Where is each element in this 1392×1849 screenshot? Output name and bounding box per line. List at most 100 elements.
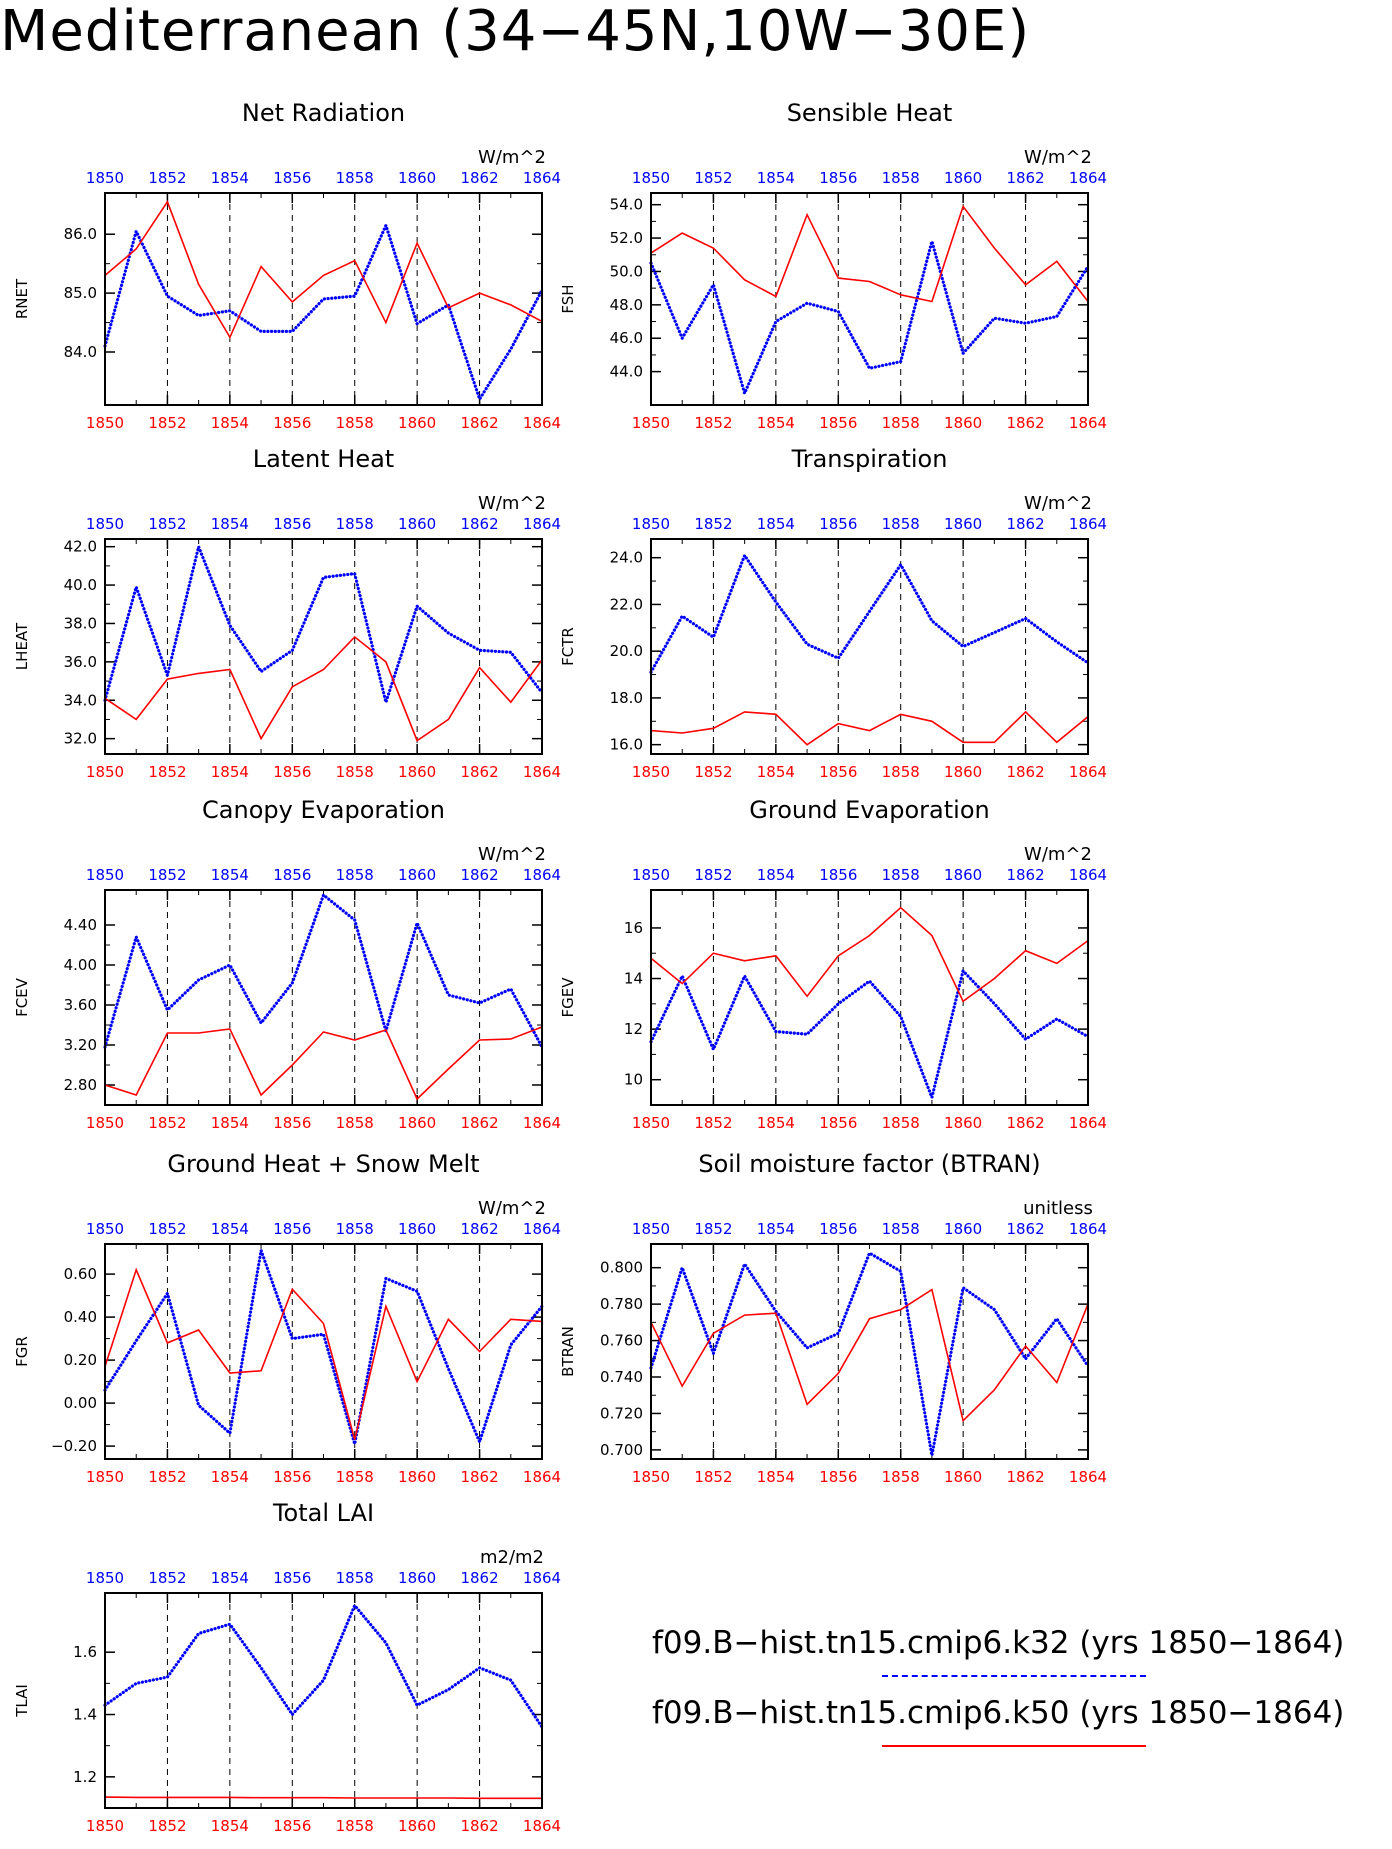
- x-tick-label-top: 1856: [819, 1220, 857, 1238]
- x-tick-label-top: 1858: [882, 169, 920, 187]
- chart-title: Latent Heat: [253, 445, 394, 473]
- units-label: m2/m2: [480, 1547, 544, 1568]
- legend-entry-k32: f09.B−hist.tn15.cmip6.k32 (yrs 1850−1864…: [650, 1625, 1390, 1685]
- x-tick-label-top: 1850: [86, 515, 124, 533]
- x-tick-label-bottom: 1864: [1069, 763, 1107, 781]
- y-tick-label: 18.0: [610, 689, 643, 707]
- x-tick-label-top: 1862: [1006, 866, 1044, 884]
- x-tick-label-top: 1852: [148, 169, 186, 187]
- y-tick-label: 86.0: [64, 225, 97, 243]
- x-tick-label-bottom: 1858: [882, 763, 920, 781]
- x-tick-label-bottom: 1860: [398, 1114, 436, 1132]
- series-line-k50: [650, 204, 1089, 303]
- chart-title: Sensible Heat: [787, 99, 953, 127]
- x-tick-label-top: 1850: [86, 1220, 124, 1238]
- x-tick-label-top: 1860: [398, 866, 436, 884]
- x-tick-label-top: 1852: [148, 866, 186, 884]
- x-tick-label-top: 1854: [211, 515, 249, 533]
- x-tick-label-bottom: 1858: [336, 1817, 374, 1835]
- units-label: W/m^2: [478, 147, 546, 168]
- units-label: unitless: [1023, 1198, 1093, 1219]
- x-tick-label-top: 1854: [757, 515, 795, 533]
- x-tick-label-top: 1864: [1069, 866, 1107, 884]
- y-tick-label: 22.0: [610, 595, 643, 613]
- x-tick-label-top: 1862: [1006, 169, 1044, 187]
- y-tick-label: 44.0: [610, 363, 643, 381]
- x-tick-label-bottom: 1856: [273, 1817, 311, 1835]
- series-line-k32: [649, 1251, 1090, 1458]
- x-tick-label-bottom: 1854: [211, 1114, 249, 1132]
- x-tick-label-bottom: 1856: [819, 414, 857, 432]
- legend-label-k32: f09.B−hist.tn15.cmip6.k32 (yrs 1850−1864…: [652, 1625, 1345, 1661]
- x-tick-label-top: 1862: [460, 169, 498, 187]
- y-tick-label: 3.20: [64, 1036, 97, 1054]
- y-axis-label: FGR: [13, 1336, 31, 1367]
- plot-frame: [650, 889, 1089, 1106]
- x-tick-label-top: 1856: [819, 515, 857, 533]
- chart-title: Total LAI: [272, 1499, 374, 1527]
- y-tick-label: 84.0: [64, 343, 97, 361]
- x-tick-label-top: 1862: [460, 1220, 498, 1238]
- x-tick-label-top: 1864: [523, 866, 561, 884]
- y-tick-label: 1.6: [73, 1643, 97, 1661]
- x-tick-label-bottom: 1858: [336, 763, 374, 781]
- chart-btran: Soil moisture factor (BTRAN) unitless BTRA…: [559, 1150, 1107, 1486]
- x-tick-label-bottom: 1856: [273, 763, 311, 781]
- page-title: Mediterranean (34−45N,10W−30E): [0, 0, 1031, 64]
- y-axis-label: BTRAN: [559, 1326, 577, 1377]
- units-label: W/m^2: [1024, 493, 1092, 514]
- x-tick-label-bottom: 1864: [523, 763, 561, 781]
- plot-frame: [104, 538, 543, 755]
- x-tick-label-top: 1852: [694, 1220, 732, 1238]
- y-tick-label: 14: [624, 970, 643, 988]
- x-tick-label-top: 1854: [757, 1220, 795, 1238]
- x-tick-label-top: 1854: [211, 1569, 249, 1587]
- x-tick-label-top: 1850: [86, 1569, 124, 1587]
- x-tick-label-top: 1864: [523, 515, 561, 533]
- x-tick-label-bottom: 1858: [336, 414, 374, 432]
- chart-fgr: Ground Heat + Snow Melt W/m^2 FGR 1850 1850 1…: [13, 1150, 561, 1486]
- x-tick-label-top: 1852: [694, 169, 732, 187]
- x-tick-label-top: 1852: [148, 515, 186, 533]
- x-tick-label-top: 1856: [819, 866, 857, 884]
- x-tick-label-bottom: 1860: [944, 1114, 982, 1132]
- y-tick-label: 0.780: [600, 1295, 643, 1313]
- x-tick-label-bottom: 1864: [1069, 1114, 1107, 1132]
- x-tick-label-bottom: 1860: [398, 1817, 436, 1835]
- x-tick-label-top: 1858: [882, 1220, 920, 1238]
- x-tick-label-bottom: 1850: [86, 763, 124, 781]
- series-line-k32: [103, 545, 544, 704]
- x-tick-label-bottom: 1850: [86, 1468, 124, 1486]
- units-label: W/m^2: [478, 1198, 546, 1219]
- y-tick-label: 0.40: [64, 1308, 97, 1326]
- x-tick-label-top: 1856: [273, 866, 311, 884]
- x-tick-label-bottom: 1856: [819, 763, 857, 781]
- x-tick-label-bottom: 1860: [398, 414, 436, 432]
- y-tick-label: 42.0: [64, 538, 97, 556]
- y-tick-label: 20.0: [610, 642, 643, 660]
- x-tick-label-bottom: 1864: [523, 414, 561, 432]
- legend-entry-k50: f09.B−hist.tn15.cmip6.k50 (yrs 1850−1864…: [650, 1695, 1390, 1755]
- x-tick-label-bottom: 1862: [460, 1817, 498, 1835]
- x-tick-label-top: 1862: [460, 515, 498, 533]
- x-tick-label-bottom: 1850: [86, 414, 124, 432]
- x-tick-label-bottom: 1852: [148, 1468, 186, 1486]
- x-tick-label-top: 1858: [882, 515, 920, 533]
- x-tick-label-bottom: 1864: [523, 1114, 561, 1132]
- x-tick-label-top: 1858: [336, 1220, 374, 1238]
- x-tick-label-bottom: 1862: [460, 1468, 498, 1486]
- units-label: W/m^2: [1024, 844, 1092, 865]
- x-tick-label-bottom: 1862: [460, 1114, 498, 1132]
- x-tick-label-bottom: 1854: [211, 1817, 249, 1835]
- x-tick-label-bottom: 1854: [211, 763, 249, 781]
- series-line-k32: [103, 1248, 544, 1446]
- y-tick-label: 46.0: [610, 329, 643, 347]
- x-tick-label-top: 1864: [523, 1569, 561, 1587]
- x-tick-label-bottom: 1864: [523, 1817, 561, 1835]
- y-tick-label: −0.20: [51, 1437, 97, 1455]
- x-tick-label-bottom: 1858: [882, 1114, 920, 1132]
- series-line-k32: [103, 223, 544, 401]
- x-tick-label-top: 1850: [86, 169, 124, 187]
